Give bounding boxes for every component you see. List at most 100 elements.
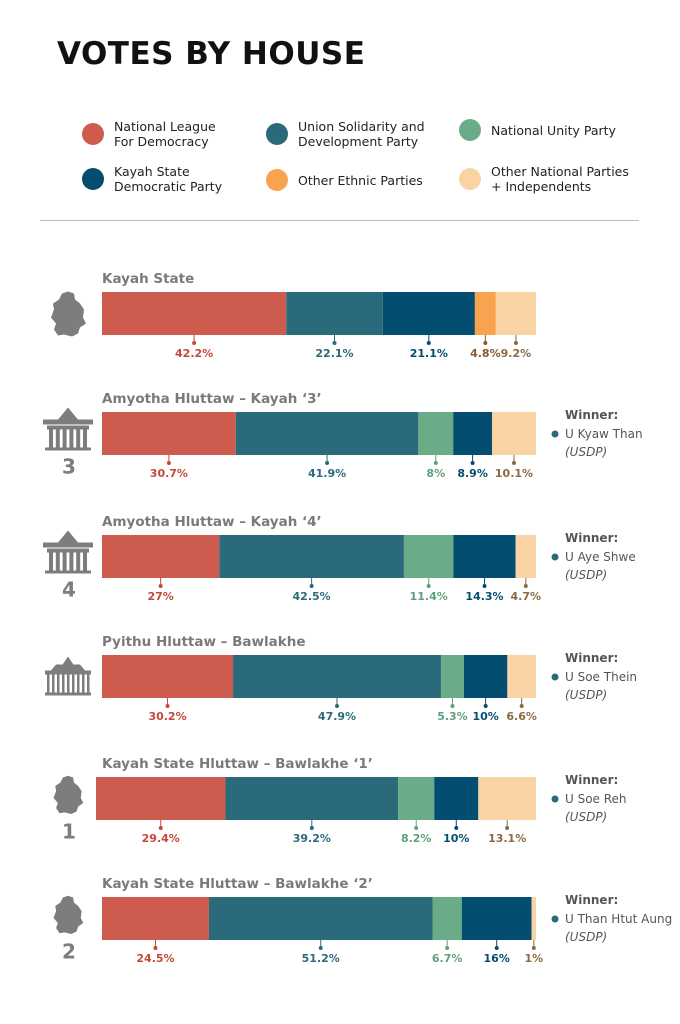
winner-name: U Soe Thein [565, 670, 637, 684]
winner-heading: Winner: [565, 408, 618, 422]
data-label-ksdp: 16% [484, 952, 510, 965]
legend-label-other: Other National Parties + Independents [491, 164, 629, 194]
leader-dot [153, 946, 158, 950]
column [83, 552, 87, 571]
bar-segment-nld [102, 292, 287, 335]
data-label-nld: 30.7% [150, 467, 188, 480]
bar-segment-nup [403, 535, 454, 578]
legend-item-other: Other National Parties + Independents [459, 164, 629, 194]
data-label-ethnic: 4.8% [470, 347, 501, 360]
district-number-label: 2 [62, 940, 76, 964]
roof-top [58, 530, 78, 543]
roof-beam [43, 542, 93, 548]
leader-dot [165, 704, 170, 708]
roof-beam [43, 419, 93, 425]
kayah-state-map-icon [51, 291, 86, 337]
winner-party-dot [551, 915, 559, 923]
bar-segment-nld [96, 777, 226, 820]
chart-row: Amyotha Hluttaw – Kayah ‘4’ 4 27% 42.5% 11.4… [43, 514, 636, 603]
leader-dot [426, 341, 431, 345]
roof-tier [51, 664, 85, 671]
amyotha-hluttaw-building-icon [43, 407, 93, 451]
data-label-other: 13.1% [488, 832, 526, 845]
data-label-nup: 11.4% [410, 590, 448, 603]
bar-segment-other [531, 897, 536, 940]
legend-swatch-ksdp [82, 168, 104, 190]
chart-row: Kayah State 42.2% 22.1% 21.1% 4.8% 9.2% [51, 271, 536, 360]
column [82, 674, 85, 693]
base [45, 570, 91, 574]
leader-dot [482, 584, 487, 588]
bar-segment-ksdp [453, 535, 516, 578]
leader-dot [158, 584, 163, 588]
legend-swatch-nld [82, 123, 104, 145]
winner-party-dot [551, 795, 559, 803]
bar-segment-usdp [233, 655, 441, 698]
pyithu-hluttaw-building-icon [45, 656, 91, 696]
bar-segment-other [491, 412, 536, 455]
winner-name: U Than Htut Aung [565, 912, 672, 926]
bawlakhe-map-icon [53, 895, 84, 935]
leader-dot [433, 461, 438, 465]
leader-dot [166, 461, 171, 465]
legend-item-ksdp: Kayah State Democratic Party [82, 164, 222, 194]
bar-segment-other [495, 292, 536, 335]
chart-row: Pyithu Hluttaw – Bawlakhe 30.2% 47.9% 5.3% 1… [45, 634, 637, 723]
data-label-nld: 24.5% [136, 952, 174, 965]
data-label-other: 9.2% [501, 347, 532, 360]
data-label-usdp: 42.5% [293, 590, 331, 603]
winner-name: U Aye Shwe [565, 550, 636, 564]
row-title: Kayah State [102, 271, 194, 287]
bar-segment-usdp [208, 897, 433, 940]
bar-segment-ksdp [382, 292, 475, 335]
winner-name: U Soe Reh [565, 792, 627, 806]
winner-heading: Winner: [565, 773, 618, 787]
leader-dot [192, 341, 197, 345]
base [45, 447, 91, 451]
leader-dot [309, 584, 314, 588]
data-label-nld: 29.4% [142, 832, 180, 845]
column [69, 429, 74, 448]
leader-dot [531, 946, 536, 950]
district-number-label: 4 [62, 578, 76, 602]
data-label-usdp: 51.2% [302, 952, 340, 965]
leader-dot [513, 341, 518, 345]
winner-party: (USDP) [565, 568, 607, 582]
leader-dot [470, 461, 475, 465]
legend-label-ethnic: Other Ethnic Parties [298, 172, 423, 188]
column [67, 674, 70, 693]
bar-segment-usdp [286, 292, 383, 335]
leader-dot [426, 584, 431, 588]
roof-top [58, 407, 78, 420]
winner-party: (USDP) [565, 445, 607, 459]
row-title: Kayah State Hluttaw – Bawlakhe ‘1’ [102, 756, 373, 772]
data-label-ksdp: 14.3% [465, 590, 503, 603]
legend-divider [40, 220, 639, 221]
data-label-nup: 8% [426, 467, 445, 480]
column [76, 429, 81, 448]
data-label-nld: 42.2% [175, 347, 213, 360]
bar-segment-nld [102, 412, 236, 455]
data-label-ksdp: 21.1% [410, 347, 448, 360]
winner-party-dot [551, 673, 559, 681]
column [83, 429, 87, 448]
column [47, 674, 50, 693]
legend-item-nld: National League For Democracy [82, 119, 216, 149]
leader-dot [519, 704, 524, 708]
chart-row: Amyotha Hluttaw – Kayah ‘3’ 3 30.7% 41.9% 8%… [43, 391, 643, 480]
leader-dot [483, 341, 488, 345]
leader-dot [494, 946, 499, 950]
upper-beam [47, 548, 89, 553]
chart-row: Kayah State Hluttaw – Bawlakhe ‘2’ 2 24.5%… [53, 876, 672, 965]
column [77, 674, 80, 693]
column [87, 674, 90, 693]
leader-dot [158, 826, 163, 830]
legend-label-nup: National Unity Party [491, 122, 616, 138]
data-label-other: 6.6% [506, 710, 537, 723]
data-label-nld: 30.2% [148, 710, 186, 723]
district-number-label: 1 [62, 820, 76, 844]
winner-heading: Winner: [565, 893, 618, 907]
column [55, 552, 60, 571]
data-label-other: 10.1% [495, 467, 533, 480]
